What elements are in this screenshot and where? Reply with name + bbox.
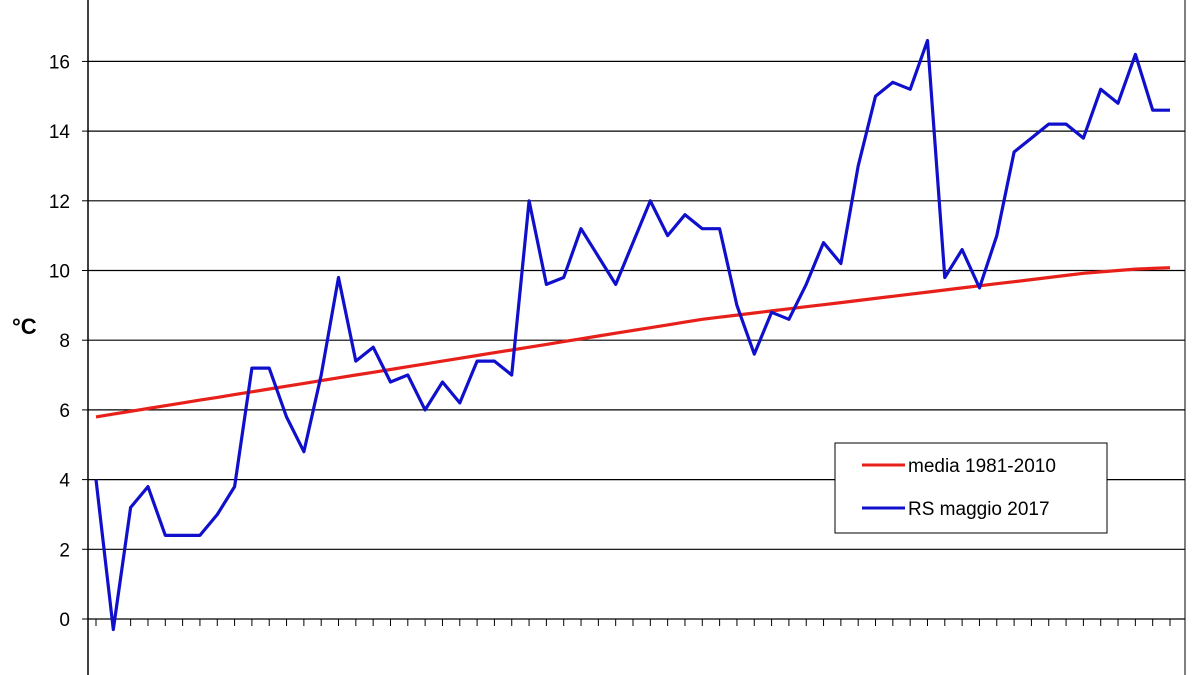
series-line-rs (94, 38, 1170, 632)
legend-label-media: media 1981-2010 (908, 456, 1056, 477)
y-tick-label-2: 2 (59, 540, 70, 561)
y-tick-label-12: 12 (49, 192, 70, 213)
y-axis-label: °C (12, 314, 37, 339)
x-tick-marks (95, 619, 1171, 626)
legend: media 1981-2010 RS maggio 2017 (834, 442, 1108, 534)
series-lines (94, 38, 1171, 632)
y-tick-label-0: 0 (59, 610, 70, 631)
series-line-media (95, 266, 1171, 419)
y-tick-label-4: 4 (59, 471, 70, 492)
legend-box (834, 442, 1108, 534)
legend-label-rs: RS maggio 2017 (908, 499, 1050, 520)
y-tick-label-6: 6 (59, 401, 70, 422)
y-tick-label-14: 14 (49, 122, 71, 143)
y-tick-labels: 0 2 4 6 8 10 12 14 16 (49, 52, 71, 631)
y-tick-label-8: 8 (59, 331, 70, 352)
y-tick-label-10: 10 (49, 262, 70, 283)
y-tick-label-16: 16 (49, 52, 70, 73)
axes (82, 0, 1186, 675)
gridlines (88, 60, 1185, 620)
